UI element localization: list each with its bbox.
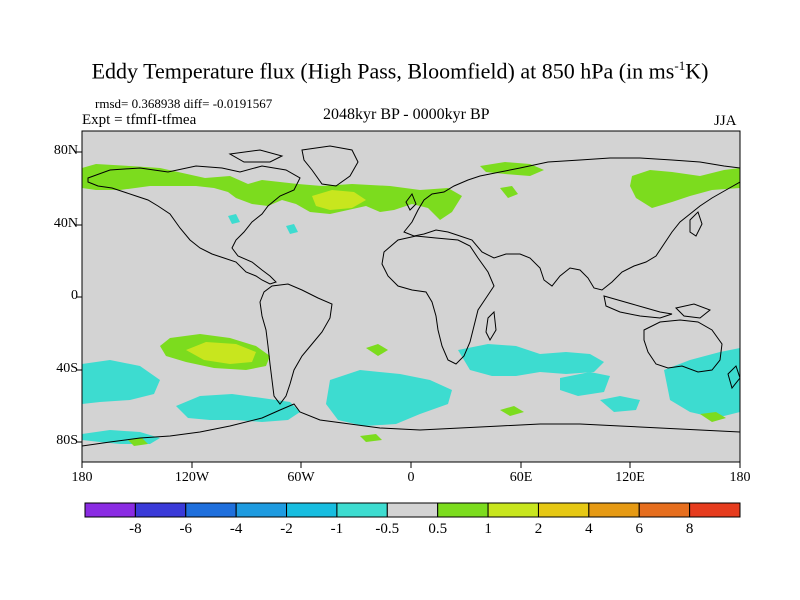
colorbar-tick-label: -8 <box>129 521 142 537</box>
figure-title: Eddy Temperature flux (High Pass, Bloomf… <box>0 58 800 84</box>
lon-label: 120E <box>615 470 645 485</box>
map-panel <box>76 130 741 468</box>
lon-label: 60E <box>509 470 533 485</box>
colorbar <box>84 502 741 518</box>
coastline-eurasia <box>403 157 740 291</box>
coastline-indonesia <box>603 295 673 319</box>
colorbar-tick-label: 1 <box>484 521 492 537</box>
colorbar-swatch <box>689 502 741 518</box>
coastline-north-america <box>87 165 301 285</box>
positive-anomaly-region <box>366 344 388 356</box>
colorbar-swatch <box>235 502 288 518</box>
colorbar-swatch <box>437 502 489 518</box>
negative-anomaly-region <box>664 348 740 418</box>
lon-label: 60W <box>287 470 315 485</box>
positive-anomaly-region <box>630 168 740 208</box>
coastline-arctic-islands <box>228 149 284 163</box>
colorbar-swatch <box>336 502 388 518</box>
lon-label: 120W <box>174 470 210 485</box>
coastline-greenland <box>301 145 359 187</box>
negative-anomaly-region <box>600 396 640 412</box>
coastline-africa <box>381 235 495 365</box>
axis-ticks <box>76 151 741 468</box>
coastline-new-zealand <box>727 365 740 390</box>
colorbar-tick-label: -4 <box>229 521 243 537</box>
experiment-label: Expt = tfmfI-tfmea <box>82 112 197 128</box>
lat-label: 80N <box>53 143 78 158</box>
lat-label: 0 <box>71 288 78 303</box>
colorbar-tick-label: -2 <box>280 521 293 537</box>
yellow-anomaly-region <box>312 190 366 210</box>
lon-label: 0 <box>407 470 415 485</box>
coastline-madagascar <box>485 310 497 342</box>
colorbar-tick-label: 2 <box>534 521 543 537</box>
positive-anomaly-region <box>360 434 382 442</box>
coastline-south-america <box>259 283 333 405</box>
colorbar-swatch <box>134 502 187 518</box>
positive-anomaly-region <box>500 186 518 198</box>
coastline-japan <box>689 211 703 237</box>
colorbar-swatch <box>84 502 136 518</box>
colorbar-swatch <box>487 502 539 518</box>
negative-anomaly-region <box>82 360 160 404</box>
yellow-anomaly-region <box>186 342 256 364</box>
period-label: 2048kyr BP - 0000kyr BP <box>323 106 490 123</box>
colorbar-tick-label: 0.5 <box>428 521 448 537</box>
positive-anomaly-region <box>700 412 726 422</box>
colorbar-swatch <box>286 502 338 518</box>
stats-text: rmsd= 0.368938 diff= -0.0191567 <box>95 96 273 111</box>
colorbar-swatch <box>638 502 691 518</box>
negative-anomaly-region <box>560 372 610 396</box>
title-superscript: -1 <box>674 58 686 73</box>
colorbar-swatch <box>386 502 439 518</box>
lon-label: 180 <box>729 470 751 485</box>
coastline-antarctica <box>82 403 740 447</box>
colorbar-swatch <box>588 502 640 518</box>
negative-anomaly-region <box>458 344 604 376</box>
coastline-australia <box>643 319 723 373</box>
anomaly-fields <box>82 145 740 447</box>
negative-anomaly-region <box>228 214 240 224</box>
colorbar-swatch <box>537 502 590 518</box>
lat-label: 40S <box>56 361 78 376</box>
lat-label: 80S <box>56 433 78 448</box>
coastline-new-guinea <box>675 303 711 319</box>
lat-label: 40N <box>53 216 78 231</box>
season-label: JJA <box>714 113 737 129</box>
positive-anomaly-region <box>82 164 462 220</box>
negative-anomaly-region <box>286 224 298 234</box>
lon-label: 180 <box>71 470 93 485</box>
colorbar-tick-label: -1 <box>330 521 344 537</box>
coastline-britain <box>405 192 417 211</box>
positive-anomaly-region <box>128 438 148 446</box>
colorbar-tick-label: 4 <box>585 521 593 537</box>
coastlines <box>82 145 740 447</box>
colorbar-tick-label: -6 <box>179 521 193 537</box>
colorbar-tick-label: 8 <box>685 521 694 537</box>
negative-anomaly-region <box>326 370 452 426</box>
positive-anomaly-region <box>500 406 524 416</box>
title-main: Eddy Temperature flux (High Pass, Bloomf… <box>91 58 675 84</box>
colorbar-tick-label: -0.5 <box>375 521 400 537</box>
title-unit-end: K) <box>685 58 709 84</box>
colorbar-swatch <box>185 502 237 518</box>
colorbar-tick-label: 6 <box>635 521 643 537</box>
